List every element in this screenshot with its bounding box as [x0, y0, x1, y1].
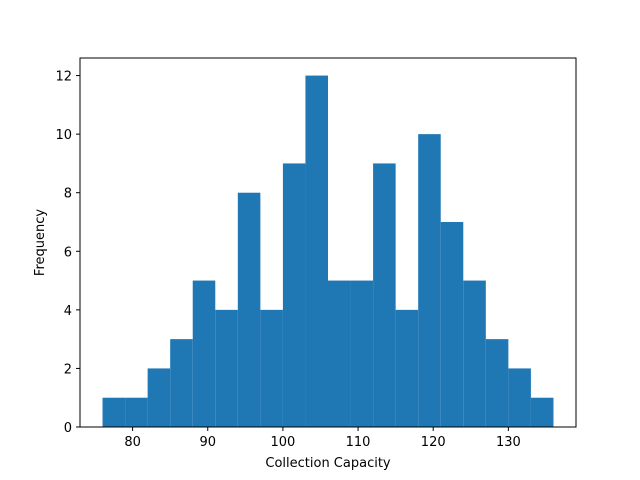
histogram-bar — [530, 397, 554, 427]
y-axis-label: Frequency — [33, 209, 48, 276]
histogram-bar — [395, 309, 419, 427]
histogram-bar — [237, 192, 261, 427]
histogram-bar — [305, 75, 328, 428]
y-tick-label: 4 — [64, 304, 72, 319]
histogram-bar — [147, 368, 171, 427]
x-axis-ticks: 80 90 100 110 120 130 — [124, 427, 521, 450]
x-tick-label: 110 — [346, 435, 371, 450]
histogram-bar — [125, 397, 148, 427]
y-tick-label: 6 — [64, 245, 72, 260]
x-tick-label: 90 — [199, 435, 216, 450]
histogram-bar — [418, 134, 441, 427]
x-tick-label: 100 — [270, 435, 295, 450]
x-tick-label: 130 — [496, 435, 521, 450]
histogram-bar — [170, 339, 193, 427]
histogram-bar — [350, 280, 374, 427]
y-tick-label: 12 — [55, 70, 72, 85]
x-tick-label: 80 — [124, 435, 141, 450]
histogram-bar — [282, 163, 306, 427]
y-tick-label: 0 — [64, 421, 72, 436]
histogram-bar — [328, 280, 351, 427]
y-tick-label: 8 — [64, 187, 72, 202]
histogram-bar — [440, 222, 464, 427]
y-axis-ticks: 0 2 4 6 8 10 12 — [55, 70, 80, 436]
histogram-bar — [508, 368, 531, 427]
histogram-bar — [373, 163, 396, 427]
histogram-bar — [485, 339, 509, 427]
histogram-bar — [260, 309, 283, 427]
histogram-bar — [215, 309, 238, 427]
histogram-bar — [463, 280, 486, 427]
plot-frame — [79, 57, 577, 428]
histogram-bar — [102, 397, 126, 427]
x-tick-label: 120 — [421, 435, 446, 450]
x-axis-label: Collection Capacity — [265, 456, 391, 471]
y-tick-label: 2 — [64, 362, 72, 377]
histogram-bar — [192, 280, 216, 427]
y-tick-label: 10 — [55, 128, 72, 143]
histogram-bars — [102, 75, 554, 428]
